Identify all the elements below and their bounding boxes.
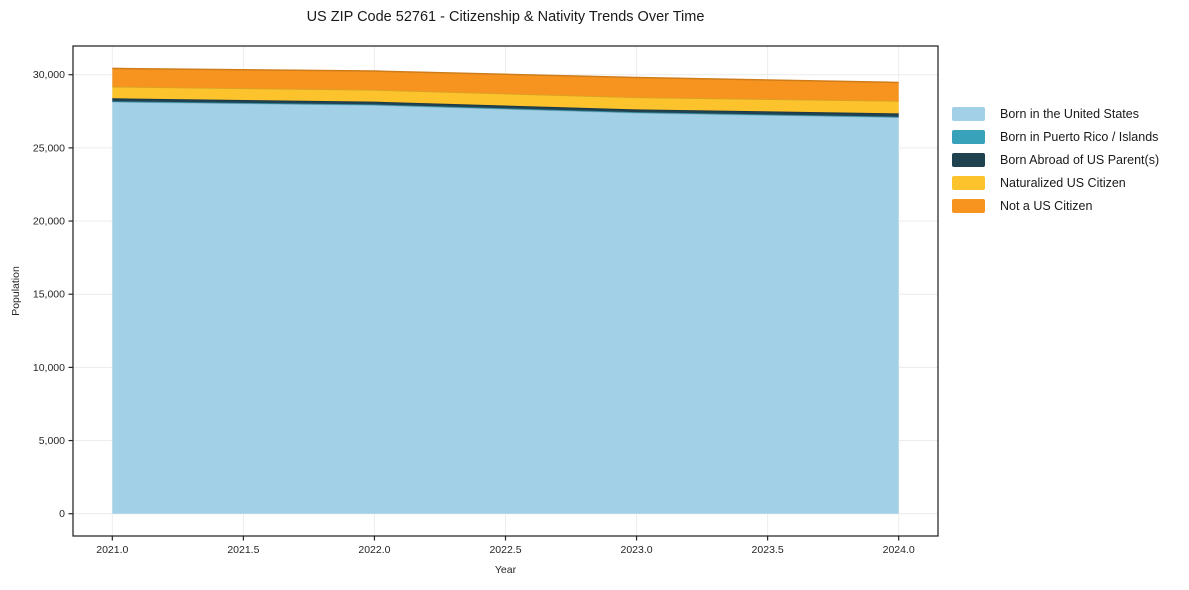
y-tick-label: 15,000: [33, 289, 65, 301]
stacked-area-layer: [112, 67, 899, 514]
y-tick-label: 30,000: [33, 69, 65, 81]
legend-item-born-pr: Born in Puerto Rico / Islands: [952, 125, 1159, 148]
legend-swatch-born-us: [952, 106, 985, 121]
area-series-2: [112, 98, 899, 117]
y-tick-label: 10,000: [33, 362, 65, 374]
legend-swatch-not-citizen: [952, 199, 985, 214]
area-series-3: [112, 86, 899, 114]
legend-item-born-us: Born in the United States: [952, 102, 1159, 125]
legend-label: Naturalized US Citizen: [1000, 176, 1126, 191]
x-tick-label: 2024.0: [883, 544, 915, 556]
area-series-0: [112, 101, 899, 514]
x-tick-label: 2023.0: [620, 544, 652, 556]
tick-layer: 2021.0 2021.5 2022.0 2022.5 2023.0 2023.5 2024…: [33, 69, 915, 556]
legend-swatch-naturalized: [952, 176, 985, 191]
legend-swatch-born-abroad: [952, 152, 985, 167]
legend-item-born-abroad: Born Abroad of US Parent(s): [952, 148, 1159, 171]
legend: Born in the United States Born in Puerto…: [952, 102, 1159, 218]
x-tick-label: 2022.0: [358, 544, 390, 556]
x-tick-label: 2021.5: [227, 544, 259, 556]
y-tick-label: 20,000: [33, 216, 65, 228]
legend-label: Born in the United States: [1000, 106, 1139, 121]
area-series-4: [112, 68, 899, 102]
chart-title: US ZIP Code 52761 - Citizenship & Nativi…: [306, 9, 705, 25]
x-tick-label: 2022.5: [489, 544, 521, 556]
x-axis-label: Year: [494, 564, 517, 576]
legend-label: Not a US Citizen: [1000, 199, 1093, 214]
legend-label: Born in Puerto Rico / Islands: [1000, 129, 1159, 144]
legend-label: Born Abroad of US Parent(s): [1000, 152, 1160, 167]
legend-item-not-citizen: Not a US Citizen: [952, 195, 1159, 218]
legend-swatch-born-pr: [952, 129, 985, 144]
x-tick-label: 2023.5: [752, 544, 784, 556]
y-tick-label: 25,000: [33, 142, 65, 154]
x-tick-label: 2021.0: [96, 544, 128, 556]
y-axis-label: Population: [10, 266, 22, 316]
area-edge-series-4: [112, 67, 899, 84]
y-tick-label: 0: [59, 508, 65, 520]
legend-item-naturalized: Naturalized US Citizen: [952, 172, 1159, 195]
y-tick-label: 5,000: [39, 435, 65, 447]
